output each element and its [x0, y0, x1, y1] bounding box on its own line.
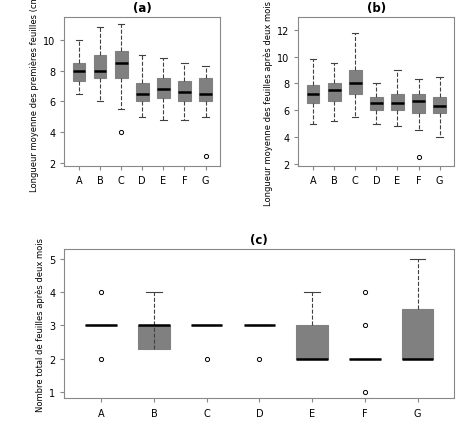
PathPatch shape — [199, 79, 212, 102]
PathPatch shape — [73, 64, 85, 82]
PathPatch shape — [157, 79, 170, 99]
PathPatch shape — [328, 84, 341, 102]
Title: (c): (c) — [251, 233, 268, 247]
Y-axis label: Longueur moyenne des feuilles après deux mois (cm): Longueur moyenne des feuilles après deux… — [263, 0, 273, 205]
PathPatch shape — [138, 325, 170, 349]
PathPatch shape — [402, 309, 433, 359]
PathPatch shape — [136, 84, 149, 102]
PathPatch shape — [349, 71, 362, 95]
Title: (b): (b) — [367, 2, 386, 15]
PathPatch shape — [178, 82, 191, 102]
PathPatch shape — [433, 98, 446, 113]
Y-axis label: Nombre total de feuilles après deux mois: Nombre total de feuilles après deux mois — [35, 237, 45, 411]
PathPatch shape — [391, 95, 404, 111]
Title: (a): (a) — [133, 2, 151, 15]
PathPatch shape — [94, 56, 106, 79]
PathPatch shape — [370, 98, 383, 111]
PathPatch shape — [296, 325, 328, 359]
PathPatch shape — [115, 51, 128, 79]
PathPatch shape — [307, 85, 319, 104]
PathPatch shape — [412, 95, 425, 113]
Y-axis label: Longueur moyenne des premières feuilles (cm): Longueur moyenne des premières feuilles … — [29, 0, 39, 192]
